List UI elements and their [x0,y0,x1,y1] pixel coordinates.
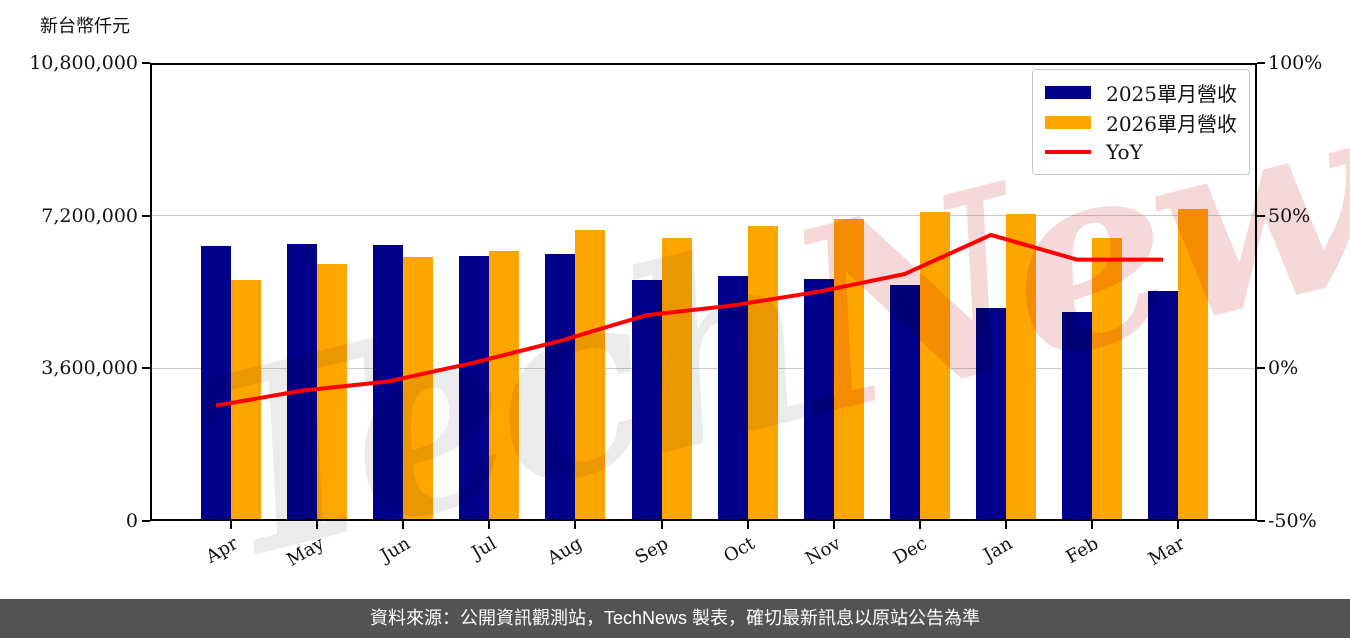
gridline [150,367,1257,370]
legend-label: YoY [1106,140,1143,164]
x-axis-tick-label: Jan [980,533,1017,566]
y-axis-tick [142,214,150,217]
bar-2025-aug [545,253,576,521]
x-axis-tick-label: Sep [631,533,672,569]
right-axis-tick-label: 0% [1268,357,1299,380]
bar-2026-nov [833,218,864,521]
plot-area: 2025單月營收 2026單月營收 YoY TechNews [150,16,1350,619]
x-axis-tick-label: Jul [468,533,500,564]
bar-2026-mar [1178,209,1209,521]
footer-bar: 資料來源：公開資訊觀測站，TechNews 製表，確切最新訊息以原站公告為準 [0,599,1350,638]
bar-2025-nov [803,279,834,521]
x-axis-tick-label: Oct [719,533,759,568]
x-axis-tick-label: Jun [376,533,414,567]
legend-swatch-2026 [1045,115,1092,129]
right-axis-tick-label: 100% [1268,52,1323,74]
bar-2025-feb [1062,312,1092,521]
bar-2025-dec [889,284,920,521]
x-axis-tick [918,521,921,529]
right-axis-tick [1257,367,1265,370]
x-axis-tick [746,521,749,529]
y-axis-tick [142,367,150,370]
right-axis-tick-label: -50% [1268,510,1317,532]
right-axis-tick-label: 50% [1268,204,1311,227]
legend: 2025單月營收 2026單月營收 YoY [1032,69,1250,175]
right-axis-tick [1257,214,1265,217]
bar-2026-jun [403,256,434,521]
x-axis-tick [1004,521,1007,529]
legend-label: 2025單月營收 [1106,81,1237,106]
x-axis-tick [832,521,835,529]
x-axis-tick-label: Apr [202,533,242,568]
x-axis-tick [488,521,491,529]
x-axis-tick-label: Dec [889,533,931,569]
bar-2025-apr [201,246,231,521]
x-axis-tick [1091,521,1093,529]
yoy-line-layer [215,232,1164,408]
bar-2026-feb [1092,238,1122,521]
bar-2026-may [317,264,348,521]
bar-2025-mar [1148,291,1179,521]
bar-2026-sep [661,238,692,521]
x-axis-tick-label: Nov [801,533,845,570]
x-axis-tick [230,521,232,529]
bar-2025-oct [717,276,748,521]
bar-2026-jul [489,250,520,521]
y-axis-tick-label: 3,600,000 [41,357,138,380]
legend-row: 2026單月營收 [1045,107,1237,137]
legend-label: 2026單月營收 [1106,111,1237,136]
x-axis-tick [574,521,577,529]
left-axis-unit-label: 新台幣仟元 [40,16,130,37]
y-axis-tick-label: 10,800,000 [29,52,138,74]
x-axis-tick [402,521,405,529]
y-axis-tick-label: 0 [125,510,138,532]
x-axis-tick-label: Mar [1145,533,1189,571]
legend-swatch-yoy-line [1045,150,1092,154]
x-axis-tick-label: May [283,533,328,571]
legend-row: YoY [1045,137,1237,167]
footer-source-text: 資料來源：公開資訊觀測站，TechNews 製表，確切最新訊息以原站公告為準 [369,608,981,628]
right-axis-tick [1257,62,1265,64]
right-axis-tick [1257,520,1265,522]
y-axis-tick [142,520,150,522]
legend-swatch-2025 [1045,85,1092,99]
bar-2025-jan [975,307,1006,521]
x-axis-tick [316,521,319,529]
revenue-chart-figure: 新台幣仟元 2025單月營收 2026單月營收 YoY TechNews 資料來源：… [0,15,1350,638]
x-axis-tick [660,521,663,529]
bar-2025-may [287,243,318,521]
gridline [150,214,1257,217]
bar-2025-sep [631,280,662,521]
bar-2026-aug [575,229,606,521]
bar-2026-oct [747,225,778,521]
bar-2026-jan [1005,214,1036,521]
y-axis-tick [142,62,150,64]
x-axis-tick-label: Feb [1062,533,1103,569]
x-axis-tick-label: Aug [544,533,586,570]
y-axis-tick-label: 7,200,000 [41,204,138,227]
yoy-line [215,232,1164,408]
bar-2025-jul [459,255,490,521]
x-axis-tick [1177,521,1180,529]
legend-row: 2025單月營收 [1045,77,1237,107]
